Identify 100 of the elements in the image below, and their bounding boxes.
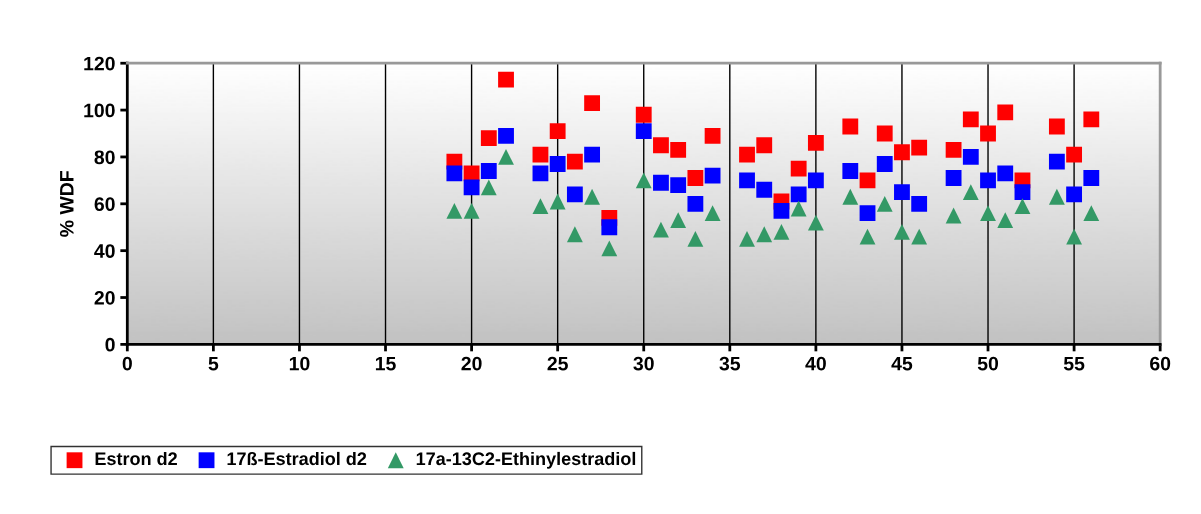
point	[876, 156, 893, 172]
point	[1083, 170, 1100, 186]
point	[997, 165, 1014, 182]
point	[962, 111, 979, 128]
point	[1083, 111, 1100, 128]
point	[584, 188, 601, 205]
x-tick-label: 60	[1150, 356, 1171, 371]
point	[601, 219, 618, 236]
point	[498, 127, 514, 144]
point	[480, 163, 497, 179]
point	[911, 139, 928, 156]
point	[601, 240, 618, 257]
point	[997, 212, 1014, 229]
point	[894, 184, 910, 200]
legend-label: Estron d2	[95, 451, 177, 466]
point	[1048, 153, 1065, 170]
point	[1066, 186, 1083, 203]
point	[566, 186, 583, 203]
point	[704, 127, 721, 144]
x-tick-label: 55	[1063, 356, 1085, 371]
point	[945, 207, 962, 224]
point	[704, 167, 721, 184]
point	[790, 186, 807, 203]
point	[687, 231, 704, 247]
point	[962, 149, 979, 165]
point	[498, 149, 514, 165]
point	[1083, 205, 1100, 222]
y-tick-label: 20	[94, 290, 115, 305]
y-tick-label: 100	[84, 103, 115, 118]
x-tick-label: 20	[461, 356, 482, 371]
point	[756, 226, 773, 243]
point	[807, 134, 824, 151]
point	[807, 214, 824, 231]
point	[790, 160, 807, 177]
x-tick-label: 35	[719, 356, 741, 371]
y-tick-label: 120	[84, 56, 115, 71]
point	[498, 71, 514, 88]
x-tick-label: 15	[375, 356, 396, 371]
y-tick-label: 40	[94, 244, 115, 258]
point	[945, 141, 962, 158]
x-tick-label: 10	[289, 356, 310, 371]
point	[635, 123, 652, 140]
point	[635, 106, 652, 123]
x-tick-label: 50	[977, 356, 999, 371]
point	[566, 226, 583, 243]
point	[532, 146, 549, 163]
point	[549, 193, 566, 210]
point	[773, 224, 790, 240]
x-tick-label: 0	[122, 356, 132, 371]
point	[859, 205, 876, 222]
x-tick-label: 45	[891, 356, 913, 371]
y-tick-label: 60	[94, 197, 115, 212]
point	[894, 144, 910, 161]
point	[653, 221, 669, 238]
point	[842, 118, 859, 135]
x-tick-label: 25	[547, 356, 568, 371]
point	[739, 231, 755, 247]
point	[807, 172, 824, 189]
point	[566, 153, 583, 170]
point	[635, 172, 652, 189]
point	[980, 172, 996, 189]
point	[980, 125, 996, 142]
y-axis-title: % WDF	[59, 171, 74, 237]
point	[790, 200, 807, 217]
y-tick-label: 0	[105, 337, 115, 352]
point	[945, 170, 962, 186]
point	[463, 202, 480, 219]
point	[842, 163, 859, 179]
point	[446, 165, 463, 182]
point	[670, 212, 687, 229]
point	[670, 141, 687, 158]
point	[756, 137, 773, 154]
x-tick-label: 40	[805, 356, 826, 371]
point	[1066, 146, 1083, 163]
point	[704, 205, 721, 222]
point	[739, 172, 755, 189]
point	[1066, 228, 1083, 245]
x-tick-label: 5	[208, 356, 219, 371]
point	[876, 125, 893, 142]
legend-label: 17a-13C2-Ethinylestradiol	[416, 451, 636, 469]
point	[463, 179, 480, 196]
point	[549, 123, 566, 140]
point	[687, 170, 704, 186]
point	[1048, 188, 1065, 205]
point	[532, 165, 549, 182]
point	[653, 174, 669, 191]
point	[584, 146, 601, 163]
point	[549, 156, 566, 172]
point	[653, 137, 669, 154]
point	[480, 130, 497, 147]
point	[962, 184, 979, 200]
y-tick-label: 80	[94, 150, 115, 165]
point	[480, 179, 497, 196]
point	[584, 95, 601, 111]
point	[532, 198, 549, 215]
point	[1014, 198, 1031, 215]
point	[859, 172, 876, 189]
point	[859, 228, 876, 245]
point	[756, 181, 773, 198]
point	[446, 202, 463, 219]
